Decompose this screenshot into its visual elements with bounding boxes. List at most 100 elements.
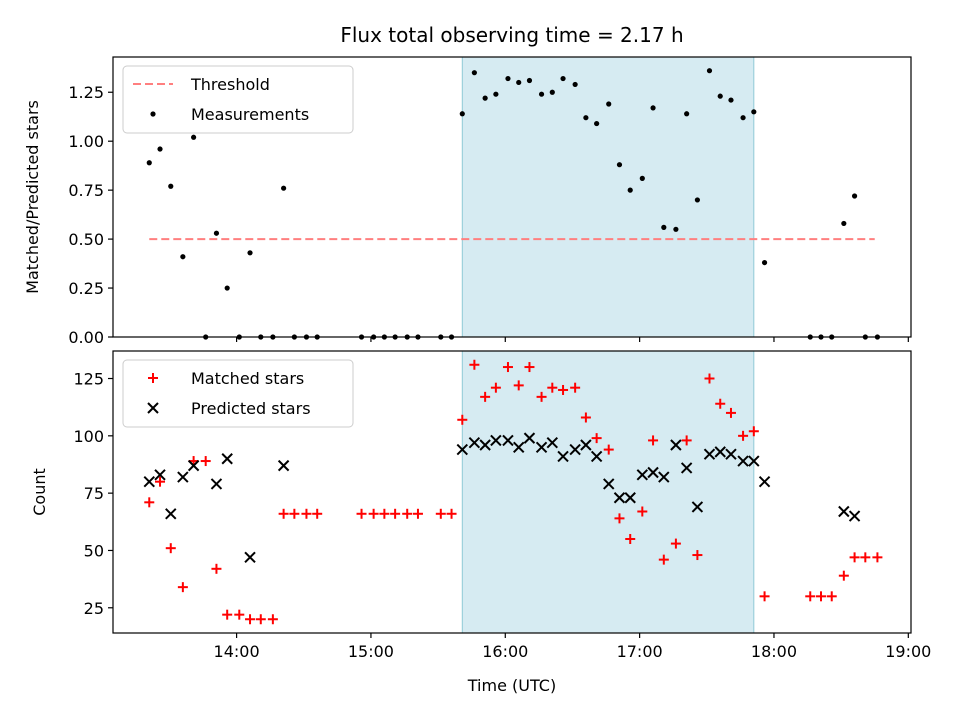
matched-point	[513, 380, 524, 391]
y-tick-label: 1.00	[68, 132, 104, 151]
matched-point	[759, 591, 770, 602]
predicted-point	[535, 441, 548, 453]
predicted-point	[165, 508, 177, 520]
predicted-point	[244, 551, 256, 564]
matched-point	[580, 412, 591, 423]
predicted-point	[624, 492, 636, 504]
measurement-point	[482, 95, 488, 101]
matched-point	[725, 407, 736, 418]
measurement-point	[526, 77, 533, 84]
measurement-point	[650, 105, 656, 111]
legend-swatch	[148, 373, 158, 383]
predicted-point	[636, 469, 649, 481]
predicted-point	[513, 441, 525, 453]
y-axis-label: Count	[30, 468, 49, 516]
measurement-point	[841, 220, 847, 227]
x-axis-label: Time (UTC)	[467, 676, 556, 695]
measurement-point	[191, 134, 197, 140]
matched-point	[748, 426, 759, 437]
matched-point	[838, 570, 849, 581]
predicted-point	[523, 432, 536, 444]
matched-point	[255, 614, 266, 625]
matched-point	[625, 534, 636, 544]
y-tick-label: 0.50	[68, 230, 104, 249]
highlight-span	[461, 56, 755, 338]
measurement-point	[851, 193, 858, 199]
x-tick-label: 15:00	[348, 642, 394, 661]
matched-point	[301, 508, 312, 519]
matched-point	[211, 563, 222, 574]
predicted-point	[143, 475, 155, 488]
matched-point	[570, 382, 581, 393]
predicted-point	[569, 443, 581, 456]
predicted-point	[737, 455, 749, 467]
measurement-point	[751, 109, 757, 115]
predicted-point	[546, 437, 559, 449]
y-tick-label: 75	[84, 484, 104, 503]
matched-point	[267, 614, 278, 625]
matched-point	[222, 609, 233, 620]
predicted-point	[479, 439, 491, 451]
matched-point	[704, 373, 715, 384]
measurement-point	[572, 81, 578, 88]
measurement-point	[538, 91, 545, 97]
matched-point	[614, 513, 625, 524]
measurement-point	[706, 68, 713, 74]
y-tick-label: 125	[73, 370, 104, 389]
legend: Matched stars Predicted stars	[122, 359, 354, 428]
predicted-point	[456, 443, 469, 456]
predicted-point	[177, 471, 189, 483]
legend-label: Matched stars	[191, 369, 304, 388]
matched-point	[379, 508, 390, 519]
legend-label: Measurements	[191, 105, 309, 124]
predicted-point	[680, 462, 693, 474]
matched-point	[658, 554, 669, 565]
y-tick-label: 0.00	[68, 328, 104, 347]
predicted-point	[210, 478, 223, 490]
matched-point	[670, 538, 681, 549]
measurement-point	[459, 111, 465, 117]
matched-point	[648, 435, 659, 446]
matched-point	[435, 508, 446, 519]
measurement-point	[493, 91, 499, 97]
legend-label: Threshold	[190, 75, 270, 94]
measurement-point	[740, 115, 746, 121]
matched-point	[200, 456, 211, 467]
predicted-point	[691, 501, 704, 513]
predicted-point	[613, 492, 626, 504]
matched-point	[402, 508, 413, 519]
matched-point	[480, 391, 491, 402]
measurement-point	[694, 197, 700, 203]
matched-point	[490, 382, 501, 393]
series-matched-stars	[144, 359, 883, 625]
x-tick-label: 19:00	[885, 642, 931, 661]
matched-point	[412, 508, 423, 519]
y-tick-label: 25	[84, 599, 104, 618]
measurement-point	[247, 250, 253, 256]
matched-point	[368, 508, 379, 519]
ratio-panel: 0.00 0.25 0.50 0.75 1.00 1.25 Matched/Predicte…	[23, 56, 912, 347]
measurement-point	[728, 97, 734, 103]
measurement-point	[213, 230, 220, 236]
predicted-point	[725, 448, 737, 460]
matched-point	[591, 433, 602, 444]
measurement-point	[224, 285, 230, 291]
predicted-point	[468, 437, 481, 449]
count-panel: 25 50 75 100 125 14:00 15:00 16:00 17:00 18:00 19:…	[30, 350, 931, 661]
x-tick-label: 16:00	[482, 642, 528, 661]
predicted-point	[154, 469, 166, 481]
predicted-point	[277, 459, 290, 472]
matched-point	[558, 384, 569, 395]
predicted-point	[490, 434, 502, 447]
measurement-point	[684, 111, 690, 117]
matched-point	[826, 591, 837, 602]
predicted-point	[714, 446, 726, 458]
measurement-point	[549, 89, 555, 95]
matched-point	[872, 552, 883, 563]
x-tick-label: 14:00	[214, 642, 260, 661]
matched-point	[144, 497, 155, 508]
plot-frame	[112, 56, 912, 338]
matched-point	[681, 435, 692, 446]
predicted-point	[848, 510, 861, 522]
